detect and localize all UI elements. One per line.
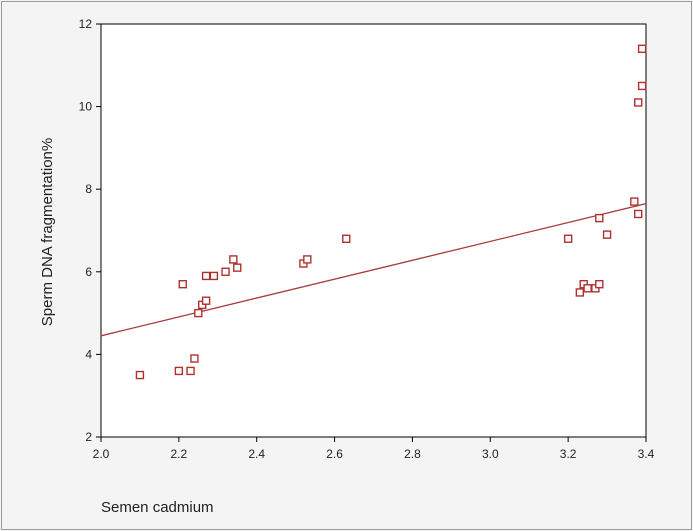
x-axis: 2.0 2.2 2.4 2.6 2.8 3.0 3.2 3.4	[93, 437, 655, 461]
y-tick-label: 2	[85, 430, 92, 444]
data-point	[303, 255, 312, 264]
x-tick-label: 2.4	[248, 447, 265, 461]
data-point	[190, 354, 199, 363]
x-tick-label: 3.0	[482, 447, 499, 461]
data-point	[634, 98, 643, 107]
fit-line-group	[100, 203, 647, 337]
data-point	[194, 308, 203, 318]
data-point	[595, 279, 604, 289]
x-tick-label: 2.2	[171, 447, 188, 461]
data-point	[209, 271, 219, 281]
data-point	[186, 366, 195, 376]
x-tick-label: 2.8	[404, 447, 421, 461]
data-point	[630, 197, 639, 206]
data-point	[174, 366, 184, 376]
data-point	[201, 296, 211, 305]
y-axis-title: Sperm DNA fragmentation%	[39, 138, 56, 326]
data-point	[229, 255, 238, 264]
data-point	[221, 267, 230, 276]
data-point	[637, 44, 647, 53]
data-point	[575, 288, 585, 297]
x-axis-title: Semen cadmium	[101, 499, 214, 516]
y-tick-label: 6	[85, 265, 92, 279]
y-tick-label: 8	[85, 182, 92, 196]
data-point	[637, 81, 647, 91]
data-point	[178, 279, 187, 289]
data-point	[342, 234, 351, 243]
data-point	[233, 263, 242, 272]
data-point	[135, 370, 145, 380]
data-point	[602, 230, 612, 239]
data-point	[583, 284, 592, 293]
x-tick-label: 3.4	[638, 447, 655, 461]
x-tick-label: 2.6	[326, 447, 343, 461]
x-tick-label: 2.0	[93, 447, 110, 461]
y-tick-label: 10	[79, 100, 93, 114]
data-point	[201, 271, 211, 281]
data-point	[634, 209, 643, 219]
x-tick-label: 3.2	[560, 447, 577, 461]
regression-line	[100, 203, 647, 337]
y-tick-label: 4	[85, 347, 92, 361]
data-point	[595, 213, 604, 223]
data-points	[135, 44, 647, 380]
y-axis: 2 4 6 8 10 12	[79, 17, 101, 444]
data-point	[563, 234, 573, 243]
y-tick-label: 12	[79, 17, 93, 31]
